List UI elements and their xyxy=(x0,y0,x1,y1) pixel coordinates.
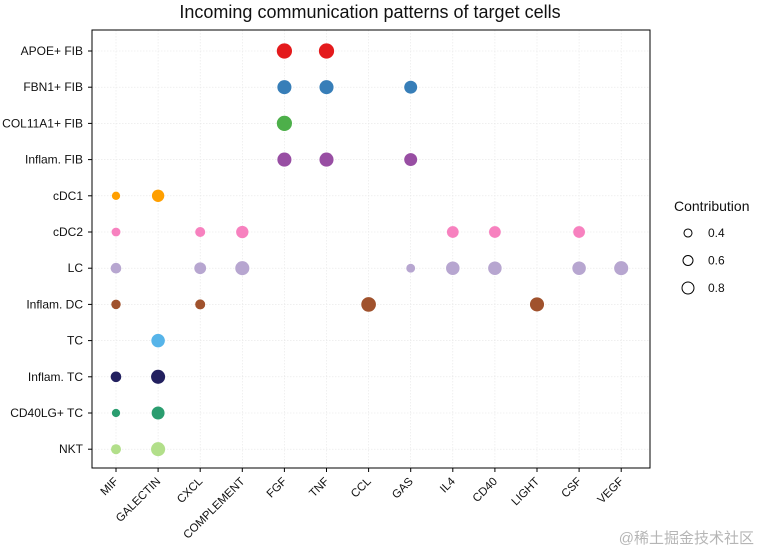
x-tick-label: CXCL xyxy=(175,475,206,506)
data-point xyxy=(235,261,250,276)
legend-size-marker xyxy=(683,228,693,238)
data-point xyxy=(110,371,122,383)
data-point xyxy=(318,43,335,59)
data-point xyxy=(111,191,121,200)
legend-size-marker xyxy=(681,281,695,295)
x-tick-label: MIF xyxy=(99,476,121,498)
data-point xyxy=(614,261,629,276)
data-point xyxy=(276,43,293,59)
y-axis: APOE+ FIB FBN1+ FIB COL11A1+ FIB Inflam. FI… xyxy=(2,44,92,456)
data-point xyxy=(236,225,249,239)
x-tick-label: GALECTIN xyxy=(114,476,163,525)
data-point xyxy=(404,80,418,94)
x-tick-label: FGF xyxy=(265,476,290,501)
y-tick-label: COL11A1+ FIB xyxy=(2,116,83,130)
grid-lines xyxy=(92,30,650,468)
y-tick-label: Inflam. TC xyxy=(28,370,83,384)
y-tick-label: TC xyxy=(67,334,83,348)
y-tick-label: CD40LG+ TC xyxy=(10,406,83,420)
chart-title: Incoming communication patterns of targe… xyxy=(179,2,560,22)
data-point xyxy=(110,444,122,455)
y-tick-label: cDC2 xyxy=(53,225,83,239)
y-tick-label: Inflam. DC xyxy=(26,297,83,311)
x-tick-label: CD40 xyxy=(471,476,500,505)
legend-title: Contribution xyxy=(674,198,750,214)
y-tick-label: FBN1+ FIB xyxy=(23,80,83,94)
data-point xyxy=(488,261,502,275)
x-tick-label: TNF xyxy=(307,476,331,500)
data-point xyxy=(110,262,122,274)
data-point xyxy=(195,299,206,310)
watermark-text: @稀土掘金技术社区 xyxy=(618,530,754,547)
data-point xyxy=(151,189,165,202)
data-point xyxy=(151,369,166,384)
data-point xyxy=(111,299,121,310)
x-tick-label: GAS xyxy=(390,475,416,501)
x-tick-label: LIGHT xyxy=(510,476,542,508)
data-point xyxy=(572,261,586,275)
x-tick-label: IL4 xyxy=(438,475,458,495)
legend-size-label: 0.4 xyxy=(708,226,725,240)
data-point xyxy=(111,408,121,418)
data-point xyxy=(573,226,585,238)
x-tick-label: VEGF xyxy=(596,476,627,507)
x-tick-label: CCL xyxy=(349,475,374,500)
data-point xyxy=(151,406,165,420)
y-tick-label: APOE+ FIB xyxy=(21,44,83,58)
plot-panel-border xyxy=(91,29,651,469)
data-point xyxy=(277,152,292,167)
data-points xyxy=(110,43,629,457)
x-tick-label: CSF xyxy=(559,476,584,501)
data-point xyxy=(446,261,460,275)
size-legend: Contribution 0.4 0.6 0.8 xyxy=(674,198,750,295)
y-tick-label: cDC1 xyxy=(53,189,83,203)
y-tick-label: NKT xyxy=(59,442,84,456)
data-point xyxy=(404,153,418,167)
data-point xyxy=(151,442,166,457)
y-tick-label: Inflam. FIB xyxy=(25,153,83,167)
data-point xyxy=(406,263,416,273)
data-point xyxy=(111,227,121,237)
data-point xyxy=(489,226,501,238)
data-point xyxy=(195,226,206,238)
data-point xyxy=(361,297,376,312)
data-point xyxy=(151,333,165,348)
data-point xyxy=(529,297,545,312)
legend-size-marker xyxy=(682,255,694,266)
legend-size-label: 0.8 xyxy=(708,281,725,295)
legend-size-label: 0.6 xyxy=(708,254,725,268)
data-point xyxy=(446,226,459,238)
y-tick-label: LC xyxy=(68,261,84,275)
data-point xyxy=(194,262,207,275)
data-point xyxy=(319,80,334,95)
data-point xyxy=(277,80,292,95)
data-point xyxy=(319,152,334,167)
data-point xyxy=(276,115,293,132)
